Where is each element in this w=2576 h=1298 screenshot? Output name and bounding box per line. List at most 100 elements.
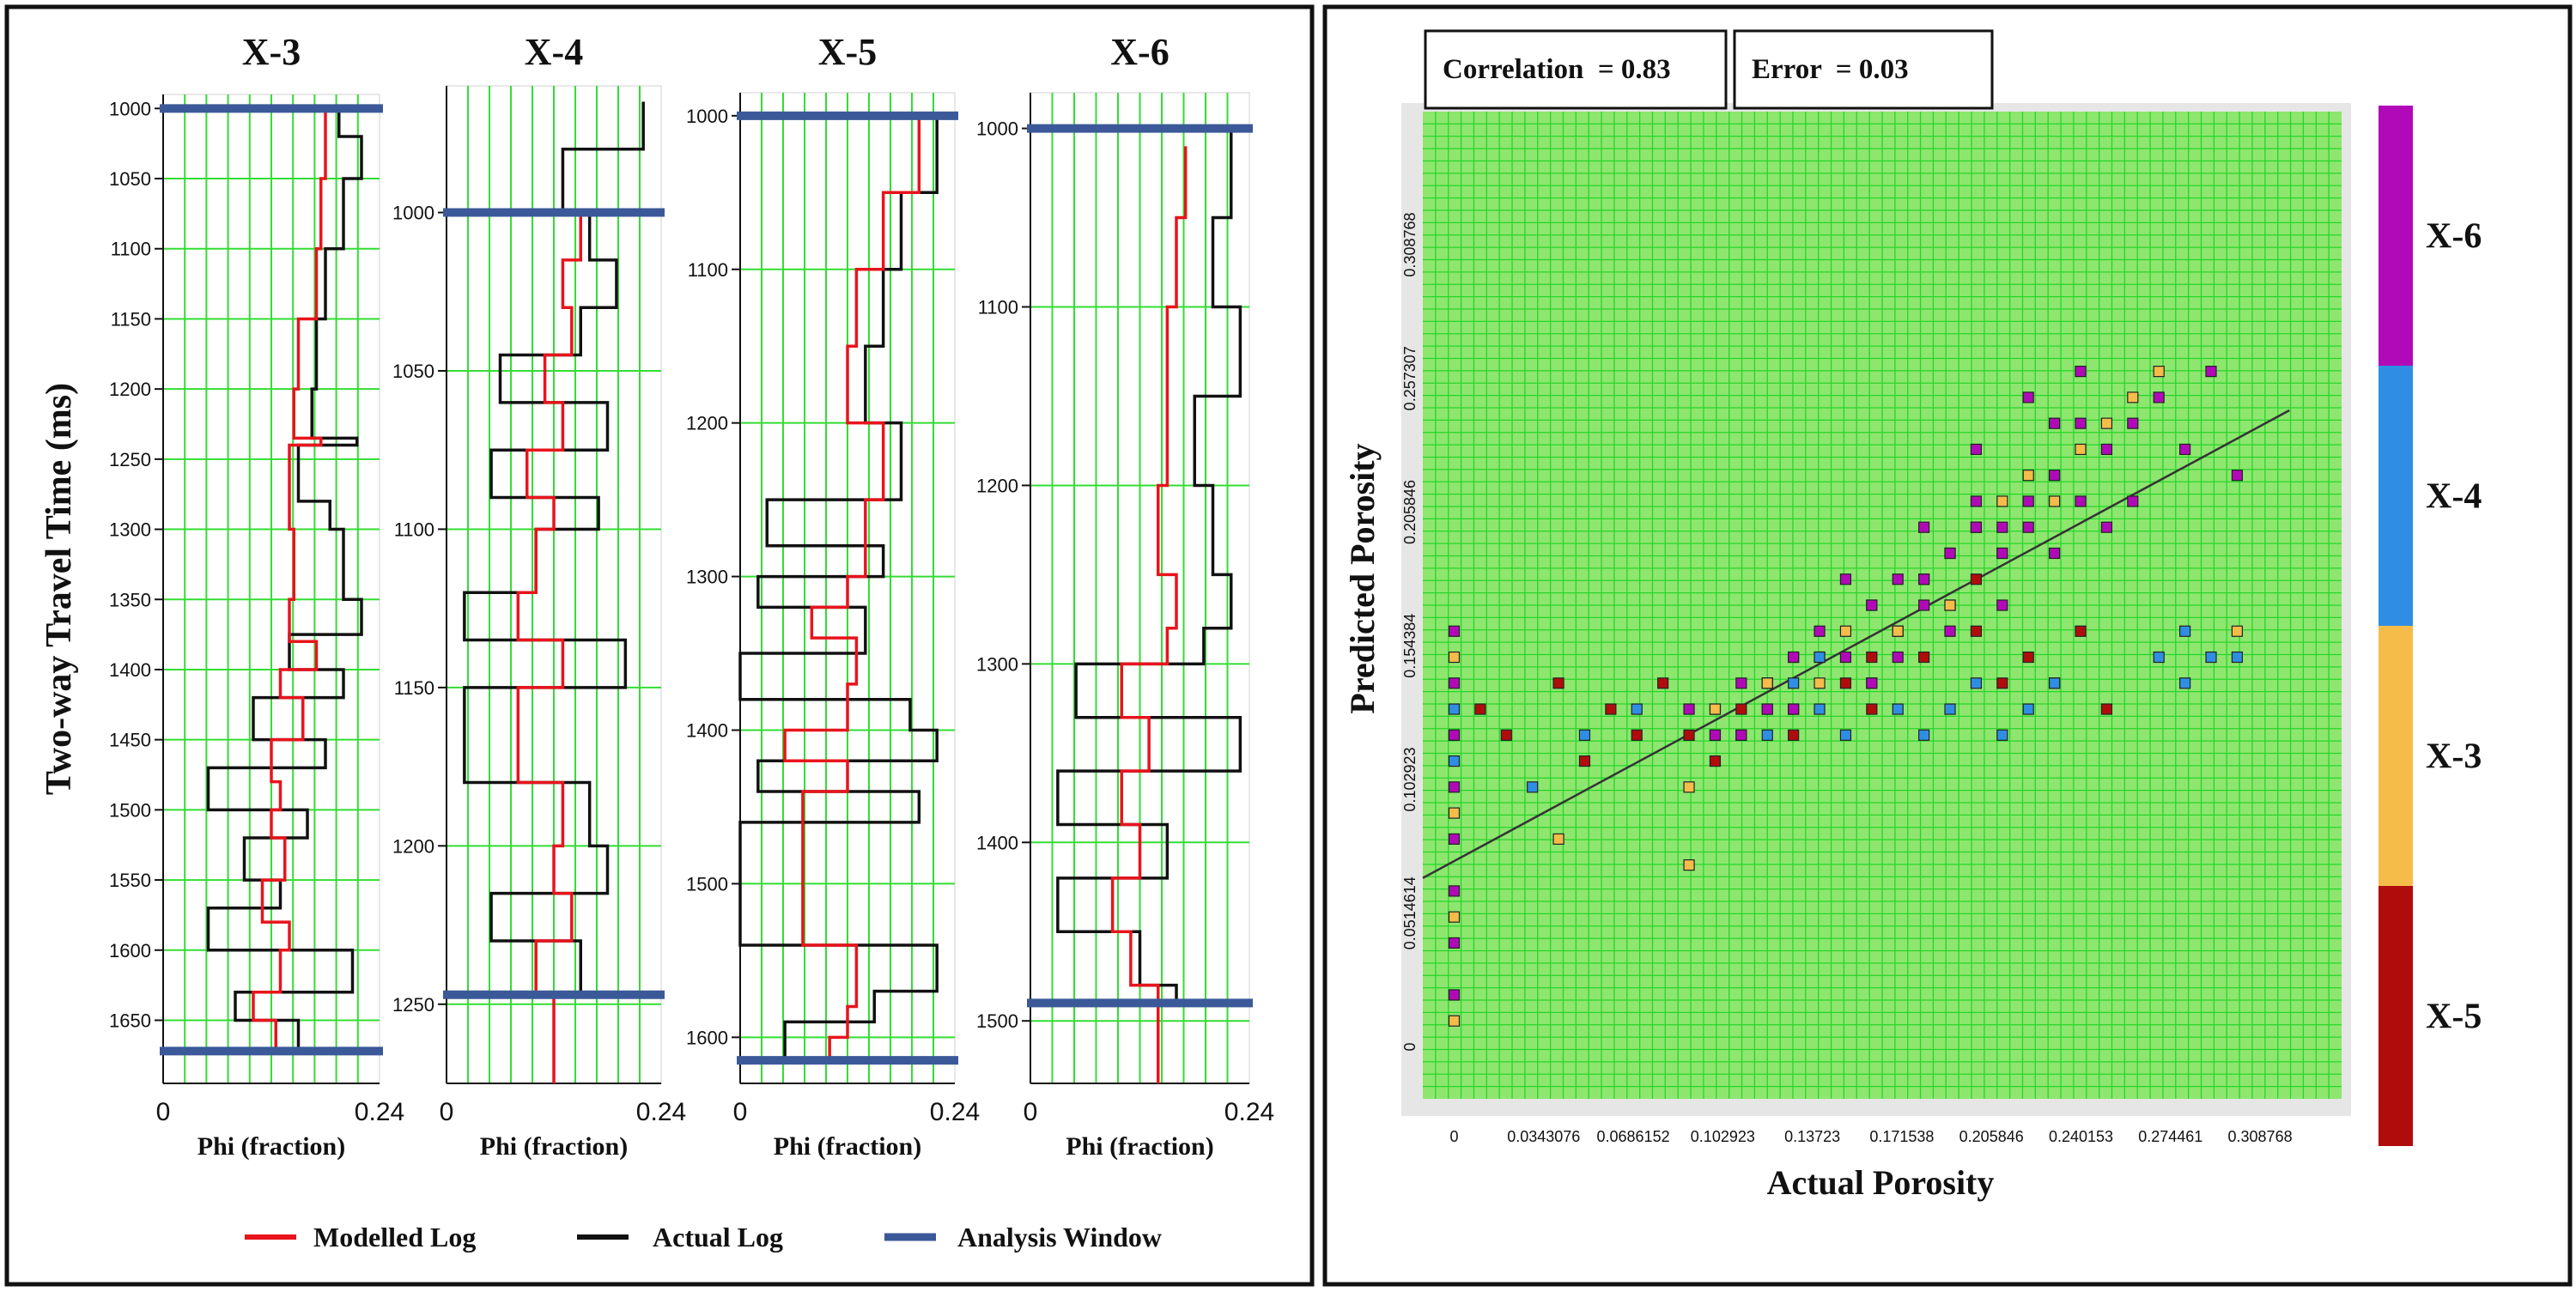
scatter-point-x-5 <box>1866 651 1878 664</box>
well-key-label-x-5: X-5 <box>2426 998 2482 1037</box>
scatter-point-x-4 <box>2231 651 2244 664</box>
scatter-point-x-6 <box>2231 470 2244 482</box>
crossplot-x-tick-label: 0.102923 <box>1691 1128 1755 1145</box>
scatter-point-x-5 <box>1970 625 1983 637</box>
error-text: Error = 0.03 <box>1752 54 1909 85</box>
scatter-point-x-3 <box>1761 677 1773 689</box>
scatter-point-x-6 <box>2100 521 2113 533</box>
well-color-key: X-6 X-4 X-3 X-5 <box>2379 106 2482 1146</box>
scatter-point-x-5 <box>1735 703 1747 715</box>
regression-line <box>1422 409 2290 879</box>
track-y-tick-label: 1400 <box>109 659 151 681</box>
scatter-point-x-5 <box>1839 677 1852 689</box>
modelled-log-curve <box>1110 146 1188 1083</box>
scatter-point-x-3 <box>2075 443 2087 456</box>
scatter-point-x-6 <box>2049 547 2061 560</box>
scatter-point-x-4 <box>1527 781 1539 793</box>
scatter-point-x-4 <box>1814 651 1826 664</box>
track-y-tick-label: 1000 <box>686 106 728 127</box>
scatter-point-x-6 <box>1970 521 1983 533</box>
legend-window-label: Analysis Window <box>957 1222 1162 1253</box>
crossplot-grid <box>1423 112 2342 1099</box>
track-y-tick-label: 1000 <box>976 118 1018 140</box>
track-y-tick-label: 1600 <box>109 940 151 961</box>
track-y-tick-label: 1000 <box>392 203 434 224</box>
scatter-point-x-6 <box>1448 781 1461 793</box>
scatter-point-x-6 <box>1996 599 2008 611</box>
track-x-tick-min: 0 <box>440 1098 454 1126</box>
scatter-point-x-6 <box>1918 599 1930 611</box>
crossplot-y-tick-label: 0.205846 <box>1401 480 1419 544</box>
correlation-box <box>1424 29 1728 110</box>
scatter-point-x-6 <box>2205 366 2217 378</box>
scatter-point-x-4 <box>1892 703 1904 715</box>
scatter-point-x-4 <box>1918 729 1930 741</box>
scatter-point-x-5 <box>1866 703 1878 715</box>
scatter-point-x-6 <box>1866 599 1878 611</box>
crossplot-x-tick-label: 0 <box>1449 1128 1458 1145</box>
track-y-tick-label: 1400 <box>686 719 728 741</box>
scatter-point-x-6 <box>2100 443 2113 456</box>
scatter-point-x-6 <box>1448 885 1461 897</box>
scatter-point-x-3 <box>1839 625 1852 637</box>
crossplot-x-tick-label: 0.0343076 <box>1507 1128 1580 1145</box>
track-y-tick-label: 1200 <box>686 413 728 434</box>
scatter-point-x-4 <box>2022 703 2034 715</box>
scatter-point-x-6 <box>2022 521 2034 533</box>
scatter-point-x-5 <box>1709 755 1722 767</box>
scatter-point-x-3 <box>2100 417 2113 429</box>
track-title: X-3 <box>242 31 301 73</box>
track-y-tick-label: 1200 <box>392 835 434 857</box>
right-panel-frame <box>1322 4 2573 1287</box>
scatter-point-x-6 <box>1892 573 1904 585</box>
crossplot-x-tick-label: 0.171538 <box>1869 1128 1934 1145</box>
scatter-point-x-6 <box>2075 495 2087 507</box>
track-y-tick-label: 1250 <box>109 449 151 470</box>
scatter-point-x-6 <box>2049 470 2061 482</box>
well-log-tracks: 1000 1050 1100 1150 1200 1250 1300 1350 1400 1450… <box>39 31 1274 1161</box>
scatter-point-x-3 <box>1683 781 1695 793</box>
track-x-label: Phi (fraction) <box>1066 1132 1213 1161</box>
scatter-point-x-4 <box>2049 677 2061 689</box>
scatter-point-x-4 <box>1839 729 1852 741</box>
scatter-point-x-5 <box>1918 651 1930 664</box>
scatter-point-x-4 <box>2179 625 2191 637</box>
scatter-point-x-3 <box>1996 495 2008 507</box>
actual-log-curve <box>463 101 645 997</box>
scatter-point-x-4 <box>1448 703 1461 715</box>
crossplot-y-tick-label: 0.154384 <box>1401 614 1419 678</box>
scatter-point-x-3 <box>1814 677 1826 689</box>
scatter-point-x-6 <box>2022 495 2034 507</box>
track-y-tick-label: 1150 <box>394 677 434 699</box>
scatter-point-x-6 <box>1944 547 1956 560</box>
track-x-4: 1000 1050 1100 1150 1200 1250 X-4 0 0.24 Phi (fra… <box>392 31 686 1161</box>
track-y-tick-label: 1050 <box>392 361 434 382</box>
scatter-point-x-3 <box>1448 911 1461 923</box>
crossplot-x-tick-label: 0.205846 <box>1959 1128 2024 1145</box>
scatter-point-x-6 <box>1944 625 1956 637</box>
crossplot-xlabel: Actual Porosity <box>1767 1163 1995 1202</box>
scatter-point-x-5 <box>1788 729 1800 741</box>
left-panel-frame <box>4 4 1315 1287</box>
track-y-tick-label: 1100 <box>978 297 1018 318</box>
scatter-point-x-3 <box>2127 391 2139 403</box>
crossplot-x-tick-label: 0.308768 <box>2228 1128 2293 1145</box>
scatter-point-x-6 <box>2153 391 2165 403</box>
scatter-point-x-6 <box>1448 989 1461 1001</box>
scatter-point-x-5 <box>1631 729 1643 741</box>
scatter-point-x-6 <box>1918 573 1930 585</box>
track-y-tick-label: 1050 <box>109 168 151 190</box>
scatter-point-x-4 <box>2205 651 2217 664</box>
crossplot-points <box>1448 366 2244 1027</box>
modelled-log-curve <box>252 108 327 1053</box>
scatter-point-x-5 <box>2075 625 2087 637</box>
scatter-point-x-6 <box>1892 651 1904 664</box>
scatter-point-x-6 <box>1448 937 1461 949</box>
track-y-tick-label: 1100 <box>111 239 151 260</box>
well-key-label-x-4: X-4 <box>2426 477 2482 517</box>
scatter-point-x-6 <box>2075 366 2087 378</box>
scatter-point-x-4 <box>1970 677 1983 689</box>
scatter-point-x-6 <box>2075 417 2087 429</box>
track-y-tick-label: 1400 <box>976 832 1018 853</box>
scatter-point-x-6 <box>1683 703 1695 715</box>
